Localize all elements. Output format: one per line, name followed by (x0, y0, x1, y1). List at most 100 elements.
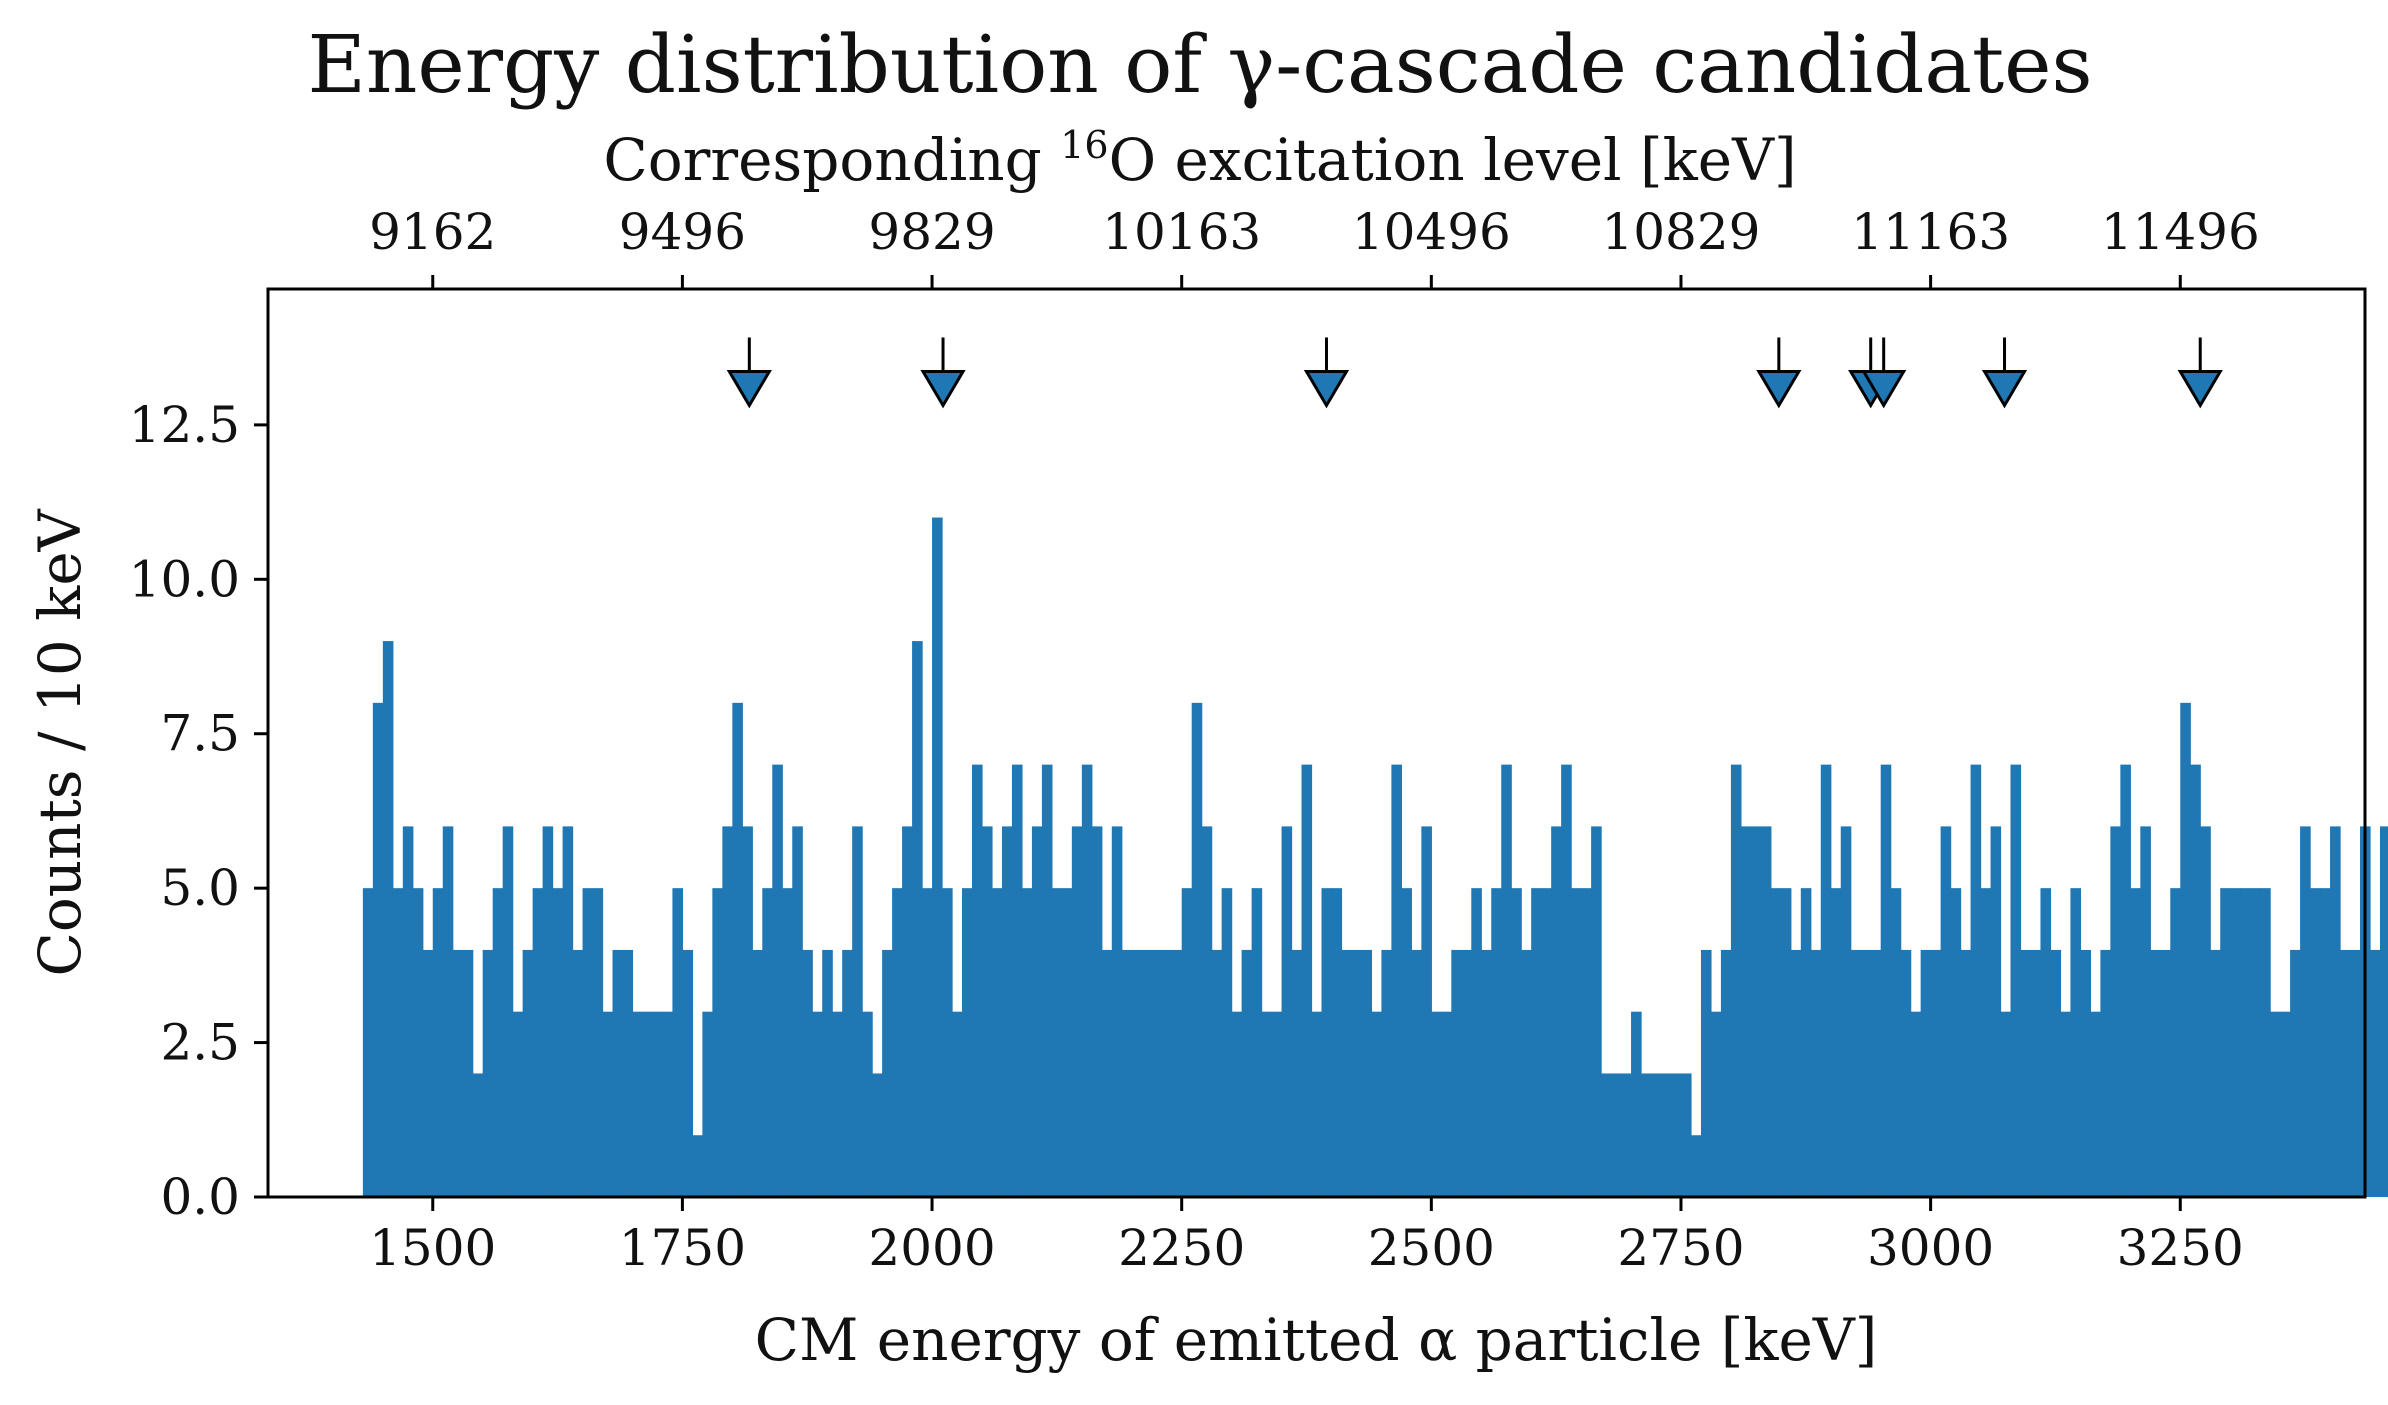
histogram-bar (912, 641, 923, 1197)
histogram-bar (2080, 949, 2091, 1197)
y-tick-label: 12.5 (129, 396, 240, 454)
histogram-bar (952, 1011, 963, 1197)
histogram-bar (1621, 1073, 1632, 1197)
histogram-bar (1830, 888, 1842, 1197)
x-tick-label: 2500 (1368, 1219, 1495, 1277)
histogram-bar (1581, 888, 1592, 1197)
histogram-bar (1770, 888, 1782, 1197)
histogram-bar (802, 949, 813, 1197)
histogram-bar (752, 949, 763, 1197)
histogram-bar (1071, 826, 1083, 1197)
histogram-bar (1341, 949, 1353, 1197)
histogram-bar (1661, 1073, 1672, 1197)
histogram-bar (922, 888, 933, 1197)
histogram-bar (1920, 949, 1932, 1197)
histogram-bar (1111, 826, 1123, 1197)
histogram-bar (1441, 1011, 1452, 1197)
y-tick-label: 5.0 (160, 859, 240, 917)
histogram-bar (512, 1011, 524, 1197)
histogram-bar (832, 1011, 843, 1197)
histogram-bar (2070, 888, 2082, 1197)
histogram-bar (1151, 949, 1163, 1197)
histogram-bar (1521, 949, 1532, 1197)
histogram-bar (2240, 888, 2251, 1197)
histogram-bar (2120, 764, 2131, 1197)
histogram-bar (971, 764, 983, 1197)
histogram-bar (1201, 826, 1213, 1197)
histogram-bar (2190, 764, 2201, 1197)
histogram-bar (722, 826, 733, 1197)
histogram-bar (462, 949, 474, 1197)
histogram-bar (932, 517, 943, 1197)
histogram-bar (772, 764, 783, 1197)
histogram-bar (542, 826, 554, 1197)
histogram-bar (1241, 949, 1253, 1197)
histogram-bar (1850, 949, 1862, 1197)
histogram-bar (1451, 949, 1462, 1197)
histogram-bar (1571, 888, 1582, 1197)
histogram-bar (522, 949, 534, 1197)
histogram-bar (1790, 949, 1802, 1197)
histogram-bar (2180, 702, 2191, 1197)
histogram-bar (1421, 826, 1432, 1197)
histogram-bar (1960, 949, 1972, 1197)
histogram-bar (632, 1011, 644, 1197)
level-marker-arrow (726, 337, 772, 409)
x-axis-ticks: 1500 1750 2000 2250 2500 2750 3000 3250 (369, 1197, 2244, 1277)
histogram-bar (2020, 949, 2032, 1197)
histogram-bar (1191, 702, 1203, 1197)
histogram-bar (1541, 888, 1552, 1197)
histogram-bar (1171, 949, 1183, 1197)
histogram-bar (1531, 888, 1542, 1197)
histogram-bar (2369, 949, 2381, 1197)
histogram-bar (1631, 1011, 1642, 1197)
top-tick-label: 10163 (1102, 203, 1261, 261)
histogram-bar (1730, 764, 1742, 1197)
histogram-bar (1591, 826, 1602, 1197)
top-axis-label-superscript: 16 (1060, 123, 1108, 167)
histogram-bar (2230, 888, 2241, 1197)
x-tick-label: 1750 (619, 1219, 746, 1277)
histogram-bar (362, 888, 374, 1197)
histogram-bar (1890, 888, 1902, 1197)
histogram-bar (2200, 826, 2211, 1197)
histogram-bar (892, 888, 903, 1197)
histogram-bar (1501, 764, 1512, 1197)
histogram-bar (1471, 888, 1482, 1197)
y-axis-ticks: 0.0 2.5 5.0 7.5 10.0 12.5 (129, 396, 268, 1226)
level-marker-arrow (2177, 337, 2223, 409)
histogram-bar (2140, 826, 2151, 1197)
histogram-bar (822, 949, 833, 1197)
histogram-bar (1051, 888, 1063, 1197)
histogram-bar (592, 888, 604, 1197)
histogram-bar (1780, 888, 1792, 1197)
histogram-bar (2090, 1011, 2101, 1197)
histogram-bar (862, 1011, 873, 1197)
y-axis-label: Counts / 10 keV (26, 508, 94, 976)
histogram-bar (742, 826, 753, 1197)
histogram-bar (1081, 764, 1093, 1197)
histogram-bar (762, 888, 773, 1197)
histogram-bar (672, 888, 684, 1197)
histogram-bar (1391, 764, 1402, 1197)
top-axis-label: Corresponding 16O excitation level [keV] (603, 123, 1796, 194)
histogram-bar (1800, 888, 1812, 1197)
histogram-bar (1750, 826, 1762, 1197)
histogram-bar (1970, 764, 1982, 1197)
histogram-bar (1680, 1073, 1692, 1197)
histogram-bar (1900, 949, 1912, 1197)
histogram-bar (1061, 888, 1073, 1197)
top-tick-label: 11496 (2101, 203, 2260, 261)
histogram-bar (1031, 826, 1043, 1197)
histogram-bar (1611, 1073, 1622, 1197)
histogram-bar (382, 641, 394, 1197)
histogram-bar (852, 826, 863, 1197)
histogram-bar (1710, 1011, 1722, 1197)
level-marker-arrow (920, 337, 966, 409)
histogram-bar (1141, 949, 1153, 1197)
histogram-bar (792, 826, 803, 1197)
plot-frame (266, 287, 2367, 1199)
histogram-bar (712, 888, 723, 1197)
histogram-bar (902, 826, 913, 1197)
